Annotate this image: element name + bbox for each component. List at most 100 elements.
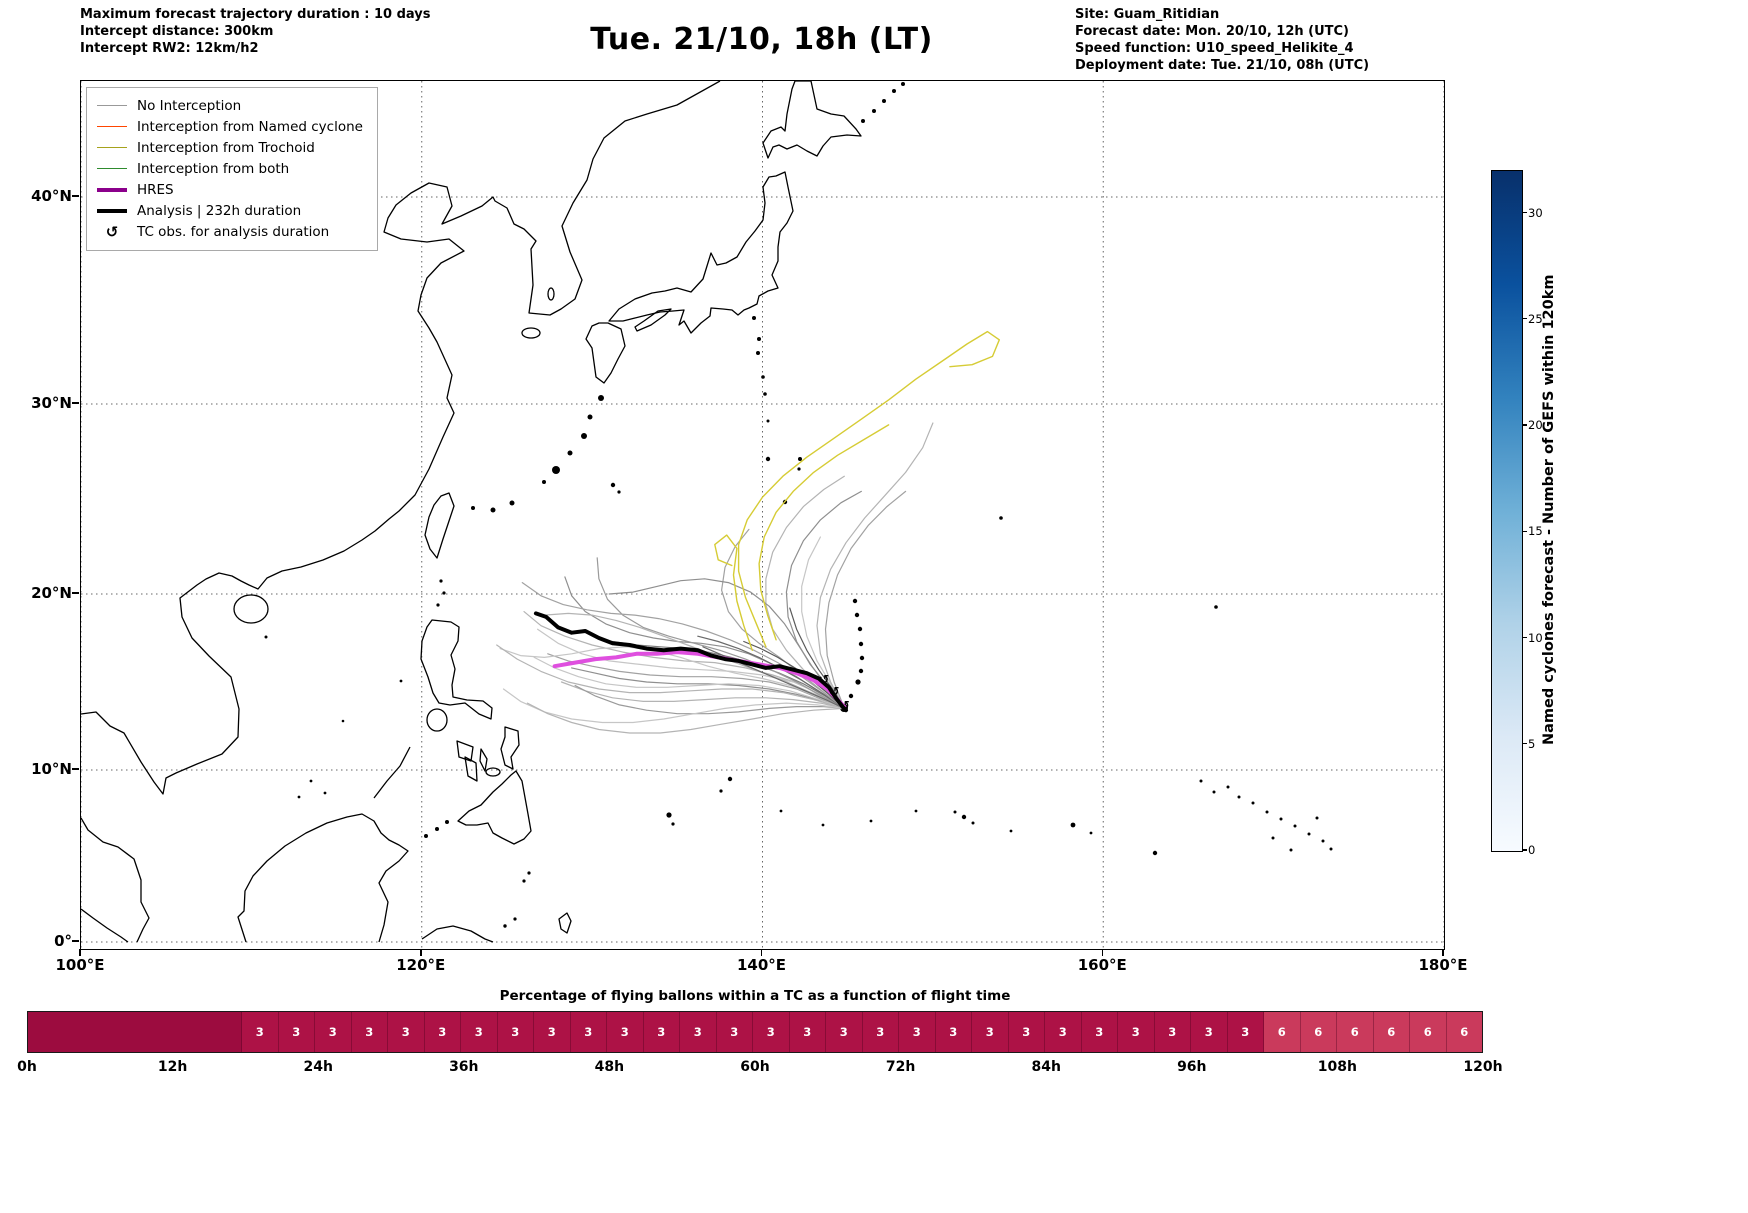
trajectory-no_interception — [608, 578, 845, 710]
trajectory-no_interception — [596, 557, 845, 710]
info-line: Speed function: U10_speed_Helikite_4 — [1075, 41, 1354, 56]
y-axis-tick-label: 0° — [54, 932, 72, 950]
flight-time-tick-label: 96h — [1177, 1059, 1207, 1075]
trajectory-no_interception — [697, 635, 845, 710]
flight-time-tick-label: 48h — [594, 1059, 625, 1075]
balloon-bar-cell: 3 — [1045, 1012, 1082, 1052]
trajectory-no_interception — [824, 490, 907, 710]
x-axis-tickmark — [420, 949, 422, 956]
trajectory-no_interception — [816, 422, 934, 710]
tc-obs-markers: ↺↺↺ — [818, 673, 849, 714]
info-line: Intercept distance: 300km — [80, 24, 274, 39]
balloon-bar-cell: 3 — [388, 1012, 425, 1052]
balloon-bar-cell: 3 — [1154, 1012, 1191, 1052]
balloon-bar-cell — [28, 1012, 242, 1052]
balloon-bar-cell: 3 — [935, 1012, 972, 1052]
legend-line-swatch — [97, 105, 127, 106]
colorbar-tickmark — [1522, 211, 1527, 214]
colorbar-label: Named cyclones forecast - Number of GEFS… — [1541, 274, 1557, 746]
balloon-bar-title: Percentage of flying ballons within a TC… — [499, 988, 1011, 1004]
legend-item-label: Analysis | 232h duration — [137, 202, 302, 219]
x-axis-tick-label: 180°E — [1418, 956, 1468, 974]
x-axis-tick-label: 120°E — [396, 956, 446, 974]
trajectory-no_interception — [496, 644, 845, 710]
balloon-bar-cell: 3 — [534, 1012, 571, 1052]
colorbar-tick-label: 0 — [1528, 843, 1536, 857]
legend-item-label: HRES — [137, 181, 174, 198]
balloon-bar-cell: 3 — [972, 1012, 1009, 1052]
balloon-bar-cell: 6 — [1373, 1012, 1410, 1052]
balloon-bar-cell: 3 — [242, 1012, 279, 1052]
balloon-bar-cell: 3 — [1118, 1012, 1155, 1052]
balloon-bar-cell: 3 — [862, 1012, 899, 1052]
colorbar-tick-label: 10 — [1528, 630, 1543, 645]
colorbar — [1491, 170, 1523, 852]
colorbar-tickmark — [1522, 424, 1527, 426]
colorbar-tickmark — [1522, 636, 1527, 639]
flight-time-tick-label: 84h — [1031, 1059, 1061, 1075]
balloon-bar-cell: 6 — [1410, 1012, 1447, 1052]
legend-line-swatch — [97, 147, 127, 148]
flight-time-tick-label: 0h — [17, 1059, 37, 1075]
legend-line-swatch — [97, 187, 127, 192]
flight-time-tick-label: 24h — [303, 1059, 333, 1075]
site-info: Site: Guam_Ritidian Forecast date: Mon. … — [1075, 6, 1369, 74]
y-axis-tickmark — [72, 592, 79, 594]
tc-obs-symbol: ↺ — [829, 685, 840, 700]
y-axis-tick-label: 20°N — [31, 584, 72, 602]
flight-time-tick-label: 108h — [1317, 1059, 1357, 1075]
balloon-bar-cell: 3 — [753, 1012, 790, 1052]
info-line: Forecast date: Mon. 20/10, 12h (UTC) — [1075, 24, 1350, 39]
x-axis-tickmark — [760, 949, 763, 956]
legend-item-label: Interception from Named cyclone — [137, 118, 363, 135]
legend-item: ↺ TC obs. for analysis duration — [97, 221, 363, 242]
legend-item-label: Interception from Trochoid — [137, 139, 315, 156]
trajectories — [496, 330, 1000, 734]
island-dots — [264, 82, 1333, 928]
figure-title: Tue. 21/10, 18h (LT) — [590, 22, 933, 57]
y-axis-tickmark — [72, 402, 79, 404]
balloon-bar-cell: 3 — [1227, 1012, 1264, 1052]
coastlines — [81, 81, 862, 943]
trajectory-no_interception — [547, 653, 845, 710]
y-axis-tickmark — [72, 940, 79, 942]
balloon-bar-cell: 3 — [278, 1012, 315, 1052]
trajectory-no_interception — [526, 702, 845, 734]
balloon-bar-cell: 3 — [899, 1012, 936, 1052]
info-line: Site: Guam_Ritidian — [1075, 7, 1220, 22]
balloon-bar-cell: 3 — [680, 1012, 717, 1052]
y-axis-tick-label: 40°N — [31, 187, 72, 205]
flight-time-tick-label: 36h — [449, 1059, 479, 1075]
legend-item: Interception from Named cyclone — [97, 116, 363, 137]
balloon-bar-cell: 3 — [497, 1012, 534, 1052]
legend-item-label: No Interception — [137, 97, 242, 114]
colorbar-tick-label: 25 — [1528, 311, 1543, 326]
legend-item: Interception from Trochoid — [97, 137, 363, 158]
legend-line-swatch — [97, 208, 127, 213]
balloon-bar-cell: 3 — [1008, 1012, 1045, 1052]
balloon-bar-cell: 3 — [607, 1012, 644, 1052]
flight-time-tick-label: 72h — [885, 1059, 916, 1075]
colorbar-tickmark — [1522, 849, 1527, 851]
balloon-bar-cell: 3 — [461, 1012, 498, 1052]
balloon-bar-cell: 6 — [1337, 1012, 1374, 1052]
x-axis-tick-label: 100°E — [55, 956, 105, 974]
legend-item-label: TC obs. for analysis duration — [137, 223, 330, 240]
map-canvas: ↺↺↺ — [81, 81, 1444, 949]
legend-item-label: Interception from both — [137, 160, 290, 177]
tc-obs-icon: ↺ — [105, 222, 119, 241]
tc-obs-symbol: ↺ — [839, 699, 850, 714]
y-axis-tick-label: 30°N — [31, 394, 72, 412]
balloon-bar-cell: 3 — [315, 1012, 352, 1052]
trajectory-no_interception — [521, 582, 845, 710]
balloon-bar-cell: 3 — [826, 1012, 863, 1052]
trajectory-trochoid — [714, 534, 753, 651]
info-line: Deployment date: Tue. 21/10, 08h (UTC) — [1075, 58, 1370, 73]
trajectory-no_interception — [571, 667, 845, 710]
y-axis-tickmark — [72, 195, 79, 197]
trajectory-no_interception — [801, 536, 845, 710]
trajectory-map: ↺ ↺ ↺ No Interception Interception from Nam… — [80, 80, 1445, 950]
legend-item: Interception from both — [97, 158, 363, 179]
trajectory-no_interception — [560, 681, 845, 710]
